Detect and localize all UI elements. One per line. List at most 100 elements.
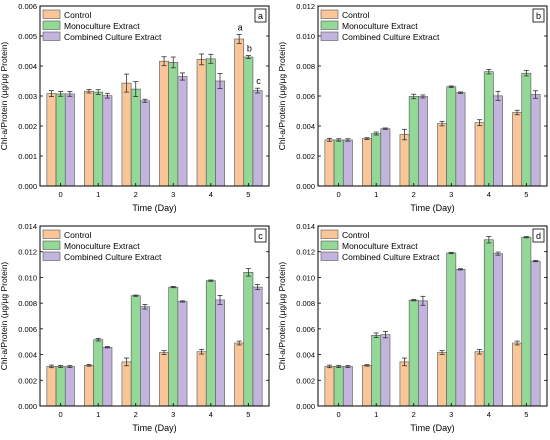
y-tick-label: 0.006	[296, 92, 315, 101]
bar-control-day-3	[437, 352, 447, 407]
y-tick-label: 0.006	[18, 2, 37, 11]
bar-control-day-2	[399, 361, 410, 407]
x-tick-label: 4	[487, 410, 491, 419]
y-tick-label: 0.003	[18, 92, 37, 101]
x-axis-label: Time (Day)	[132, 423, 176, 433]
bar-monoculture-extract-day-2	[130, 295, 141, 407]
x-tick-label: 5	[524, 190, 528, 199]
y-tick-label: 0.008	[296, 62, 315, 71]
bar-monoculture-extract-day-1	[371, 334, 382, 407]
legend-label: Combined Culture Extract	[64, 32, 162, 42]
x-tick-label: 5	[524, 410, 528, 419]
bar-combined-culture-extract-day-5	[252, 90, 263, 187]
legend-swatch-monoculture-extract	[42, 240, 61, 250]
bar-combined-culture-extract-day-5	[530, 94, 541, 187]
bar-monoculture-extract-day-2	[408, 299, 419, 407]
x-tick-label: 3	[449, 410, 453, 419]
bar-monoculture-extract-day-3	[446, 252, 457, 407]
y-tick-label: 0.004	[18, 351, 37, 360]
significance-label: b	[247, 44, 252, 54]
y-axis-label: Chl-a/Protein (μg/μg Protein)	[277, 262, 287, 371]
legend-swatch-control	[42, 9, 61, 19]
bar-control-day-2	[121, 361, 132, 407]
bar-monoculture-extract-day-4	[205, 280, 216, 407]
legend-swatch-combined-culture-extract	[320, 31, 339, 41]
bar-combined-culture-extract-day-1	[102, 346, 113, 407]
bar-control-day-4	[474, 351, 485, 407]
bar-control-day-5	[234, 38, 245, 187]
legend-swatch-combined-culture-extract	[320, 251, 339, 261]
y-axis-label: Chl-a/Protein (μg/μg Protein)	[277, 42, 287, 151]
y-tick-label: 0.004	[296, 122, 315, 131]
y-tick-label: 0.002	[296, 152, 315, 161]
x-tick-label: 2	[134, 190, 138, 199]
bar-combined-culture-extract-day-4	[493, 95, 503, 187]
x-tick-label: 0	[337, 410, 341, 419]
x-axis-label: Time (Day)	[410, 423, 454, 433]
legend-swatch-control	[320, 9, 339, 19]
bar-monoculture-extract-day-0	[55, 93, 66, 187]
y-tick-label: 0.004	[296, 351, 315, 360]
bar-combined-culture-extract-day-0	[342, 366, 353, 407]
y-tick-label: 0.000	[296, 402, 315, 411]
bar-control-day-1	[84, 90, 94, 187]
bar-combined-culture-extract-day-2	[140, 306, 150, 407]
bar-control-day-3	[159, 60, 169, 187]
panel-label-box	[254, 8, 267, 23]
legend-label: Control	[64, 230, 92, 240]
bar-combined-culture-extract-day-1	[380, 128, 391, 187]
x-axis-label: Time (Day)	[410, 203, 454, 213]
y-tick-label: 0.010	[18, 273, 37, 282]
bar-control-day-3	[437, 123, 447, 187]
y-tick-label: 0.002	[18, 376, 37, 385]
bar-monoculture-extract-day-5	[521, 72, 532, 187]
bar-monoculture-extract-day-0	[333, 139, 344, 187]
legend-label: Monoculture Extract	[64, 21, 140, 31]
bar-monoculture-extract-day-5	[243, 56, 254, 187]
plot-frame	[317, 225, 548, 407]
chart-panel-c: 0.000 0.002 0.004 0.006 0.008 0.010 0.012 0.014…	[0, 222, 270, 433]
bar-monoculture-extract-day-4	[205, 58, 216, 187]
y-tick-label: 0.001	[18, 152, 37, 161]
legend-swatch-monoculture-extract	[320, 240, 339, 250]
x-tick-label: 2	[412, 410, 416, 419]
legend-label: Combined Culture Extract	[64, 252, 162, 262]
bar-combined-culture-extract-day-0	[342, 139, 353, 187]
bar-monoculture-extract-day-1	[93, 339, 104, 407]
bar-combined-culture-extract-day-2	[418, 96, 428, 187]
x-tick-label: 1	[374, 190, 378, 199]
bar-control-day-4	[474, 122, 485, 187]
significance-label: c	[256, 76, 261, 86]
bar-combined-culture-extract-day-0	[64, 93, 75, 187]
y-tick-label: 0.008	[296, 299, 315, 308]
x-tick-label: 5	[246, 410, 250, 419]
plot-frame	[39, 225, 270, 407]
y-tick-label: 0.002	[296, 376, 315, 385]
y-axis-label: Chl-a/Protein (μg/μg Protein)	[0, 262, 9, 371]
bar-combined-culture-extract-day-3	[455, 269, 466, 407]
legend-label: Monoculture Extract	[342, 241, 418, 251]
chart-panel-d: 0.000 0.002 0.004 0.006 0.008 0.010 0.012 0.014…	[277, 222, 548, 433]
bar-control-day-0	[324, 366, 335, 407]
chart-panel-a: a b c 0.000 0.001 0.002 0.003 0.004 0.005 0.006 0 1…	[0, 2, 270, 213]
bar-combined-culture-extract-day-2	[418, 300, 428, 407]
y-tick-label: 0.004	[18, 62, 37, 71]
bar-control-day-5	[234, 342, 245, 407]
bar-control-day-0	[324, 139, 335, 187]
x-tick-label: 3	[449, 190, 453, 199]
x-tick-label: 5	[246, 190, 250, 199]
bar-monoculture-extract-day-5	[521, 236, 532, 407]
panel-label: a	[258, 11, 263, 21]
x-tick-label: 0	[337, 190, 341, 199]
legend-label: Monoculture Extract	[64, 241, 140, 251]
bar-monoculture-extract-day-4	[483, 239, 494, 407]
x-tick-label: 0	[59, 190, 63, 199]
bar-combined-culture-extract-day-3	[455, 92, 466, 187]
y-tick-label: 0.006	[296, 325, 315, 334]
y-tick-label: 0.000	[18, 402, 37, 411]
bar-control-day-2	[399, 134, 410, 187]
bar-control-day-5	[512, 112, 523, 187]
bar-monoculture-extract-day-3	[168, 62, 179, 187]
bar-monoculture-extract-day-2	[408, 96, 419, 187]
bar-control-day-3	[159, 352, 169, 407]
